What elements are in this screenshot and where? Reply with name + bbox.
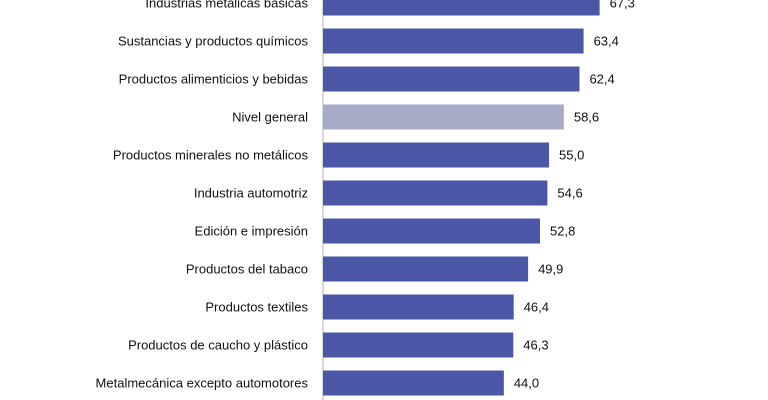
value-label: 44,0 — [514, 376, 539, 391]
category-label: Productos minerales no metálicos — [113, 148, 309, 163]
bar-10 — [323, 370, 504, 396]
value-label: 46,3 — [523, 338, 548, 353]
bar-8 — [323, 294, 514, 320]
bar-0 — [323, 0, 600, 16]
value-label: 52,8 — [550, 224, 575, 239]
value-label: 58,6 — [574, 110, 599, 125]
value-label: 55,0 — [559, 148, 584, 163]
bar-5 — [323, 180, 548, 206]
bars-group — [323, 0, 600, 396]
category-label: Productos del tabaco — [186, 262, 308, 277]
value-label: 67,3 — [610, 0, 635, 11]
value-label: 63,4 — [594, 34, 619, 49]
bar-1 — [323, 28, 584, 54]
value-label: 54,6 — [557, 186, 582, 201]
category-label: Productos alimenticios y bebidas — [119, 72, 309, 87]
category-label: Productos textiles — [205, 300, 308, 315]
category-label: Industria automotriz — [194, 186, 308, 201]
category-label: Industrias metálicas básicas — [145, 0, 308, 11]
bar-3 — [323, 104, 564, 130]
value-label: 62,4 — [589, 72, 614, 87]
category-label: Productos de caucho y plástico — [128, 338, 308, 353]
bar-9 — [323, 332, 514, 358]
category-label: Metalmecánica excepto automotores — [96, 376, 309, 391]
category-label: Sustancias y productos químicos — [118, 34, 309, 49]
category-labels-group: Industrias metálicas básicas Sustancias y… — [96, 0, 309, 391]
bar-7 — [323, 256, 529, 282]
value-label: 49,9 — [538, 262, 563, 277]
bar-4 — [323, 142, 550, 168]
category-label: Nivel general — [232, 110, 308, 125]
category-label: Edición e impresión — [195, 224, 308, 239]
bar-6 — [323, 218, 541, 244]
value-labels-group: 67,3 63,4 62,4 58,6 55,0 54,6 52,8 49,9 46,4 46,3… — [514, 0, 635, 391]
bar-2 — [323, 66, 580, 92]
value-label: 46,4 — [524, 300, 549, 315]
